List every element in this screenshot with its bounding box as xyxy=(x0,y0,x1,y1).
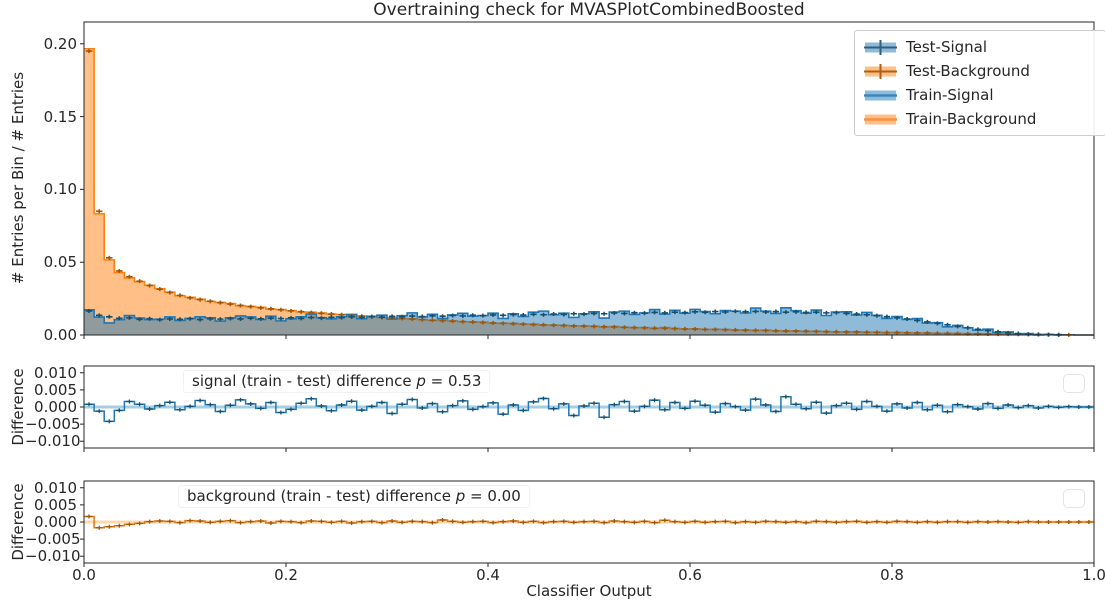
background-diff-p-value: = 0.00 xyxy=(465,487,521,505)
legend: Test-Signal Test-Background Train-Signal… xyxy=(854,30,1105,136)
signal-diff-p-value: = 0.53 xyxy=(425,372,482,390)
train-signal-step xyxy=(84,306,1094,336)
test-background-errorbars xyxy=(85,49,1072,337)
signal-diff-y-tick-label: 0.010 xyxy=(34,363,77,382)
background-diff-errorbars xyxy=(85,514,1093,530)
background-diff-y-tick-label: −0.005 xyxy=(25,530,81,549)
legend-item-test-background: Test-Background xyxy=(864,62,1096,80)
background-diff-annotation-text: background (train - test) difference xyxy=(187,487,456,505)
x-tick-label: 0.2 xyxy=(274,566,298,584)
train-signal-swatch-icon xyxy=(864,90,897,100)
x-tick-label: 1.0 xyxy=(1082,566,1105,584)
main-y-tick-label: 0.05 xyxy=(43,253,77,272)
signal-diff-step xyxy=(84,396,1094,423)
p-symbol: p xyxy=(416,372,426,390)
background-diff-y-tick-label: 0.010 xyxy=(34,478,77,497)
plot-title: Overtraining check for MVASPlotCombinedB… xyxy=(373,0,805,20)
x-tick-label: 0.8 xyxy=(880,566,904,584)
signal-diff-annotation: signal (train - test) difference p = 0.5… xyxy=(183,370,491,393)
signal-diff-y-tick-label: −0.010 xyxy=(25,432,81,451)
signal-diff-y-tick-label: −0.005 xyxy=(25,415,81,434)
legend-item-train-background: Train-Background xyxy=(864,110,1096,128)
x-tick-label: 0.4 xyxy=(476,566,500,584)
background-diff-y-tick-label: −0.010 xyxy=(25,547,81,566)
tick-marks xyxy=(80,43,1095,567)
signal-diff-y-tick-label: 0.005 xyxy=(34,380,77,399)
background-diff-annotation: background (train - test) difference p =… xyxy=(178,485,530,508)
main-y-tick-label: 0.15 xyxy=(43,107,77,126)
main-y-tick-label: 0.20 xyxy=(43,34,77,53)
main-y-tick-label: 0.10 xyxy=(43,180,77,199)
empty-legend-box xyxy=(1063,374,1085,393)
legend-label: Train-Background xyxy=(906,110,1037,128)
x-axis-label: Classifier Output xyxy=(526,582,652,600)
x-tick-label: 0.6 xyxy=(678,566,702,584)
signal-diff-annotation-text: signal (train - test) difference xyxy=(192,372,417,390)
x-tick-label: 0.0 xyxy=(72,566,96,584)
signal-diff-y-tick-label: 0.000 xyxy=(34,398,77,416)
legend-label: Test-Signal xyxy=(906,38,988,56)
test-signal-errorbars xyxy=(85,308,1062,337)
empty-legend-box xyxy=(1063,489,1085,508)
background-diff-y-tick-label: 0.005 xyxy=(34,495,77,514)
main-y-tick-label: 0.00 xyxy=(43,326,77,344)
legend-item-train-signal: Train-Signal xyxy=(864,86,1096,104)
signal-diff-errorbars xyxy=(85,394,1093,424)
train-signal-fill xyxy=(84,307,1094,335)
test-signal-swatch-icon xyxy=(864,39,897,55)
legend-label: Train-Signal xyxy=(906,86,994,104)
background-diff-step xyxy=(84,515,1094,529)
main-axes-frame xyxy=(83,21,1095,336)
legend-label: Test-Background xyxy=(906,62,1030,80)
train-background-fill xyxy=(84,48,1094,335)
background-diff-y-tick-label: 0.000 xyxy=(34,513,77,531)
p-symbol: p xyxy=(455,487,466,505)
legend-item-test-signal: Test-Signal xyxy=(864,38,1096,56)
train-background-swatch-icon xyxy=(864,114,897,124)
test-background-swatch-icon xyxy=(864,63,897,79)
